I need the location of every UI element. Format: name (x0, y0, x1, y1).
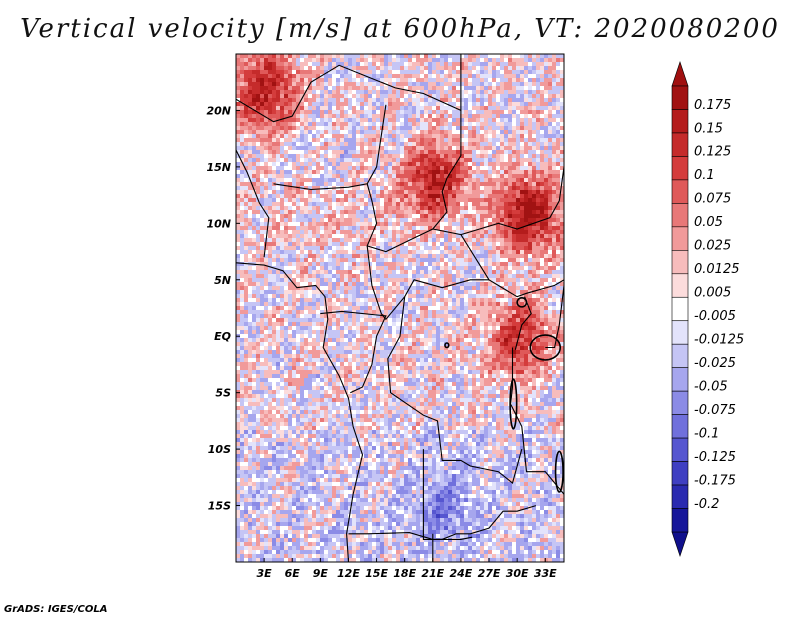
x-tick-label: 6E (285, 567, 301, 580)
x-tick-label: 33E (534, 567, 557, 580)
x-tick-label: 3E (257, 567, 273, 580)
y-tick-label: EQ (214, 330, 231, 343)
colorbar-swatch (671, 156, 689, 181)
colorbar-swatch (671, 437, 689, 462)
colorbar-label: -0.005 (694, 309, 736, 324)
colorbar-swatch (671, 484, 689, 509)
colorbar-label: 0.025 (694, 239, 731, 254)
y-tick-label: 5N (214, 274, 231, 287)
colorbar-label: 0.1 (694, 168, 715, 183)
x-axis: 3E 6E 9E 12E 15E 18E 21E 24E 27E 30E 33E (257, 558, 557, 580)
colorbar-swatch (671, 390, 689, 415)
colorbar-swatch (671, 85, 689, 110)
colorbar-swatch (671, 250, 689, 275)
colorbar-swatch (671, 132, 689, 157)
colorbar-swatch (671, 414, 689, 439)
colorbar-swatch (671, 179, 689, 204)
colorbar-swatch (671, 367, 689, 392)
y-tick-label: 10N (206, 217, 231, 230)
colorbar-label: 0.075 (694, 192, 731, 207)
colorbar-swatch (671, 461, 689, 486)
colorbar-label: -0.1 (694, 426, 719, 441)
colorbar-label: 0.005 (694, 286, 731, 301)
colorbar-label: -0.0125 (694, 333, 744, 348)
colorbar-swatch (671, 109, 689, 134)
colorbar-label: 0.15 (694, 121, 723, 136)
colorbar-label: -0.025 (694, 356, 736, 371)
x-tick-label: 24E (450, 567, 473, 580)
colorbar-label: 0.05 (694, 215, 723, 230)
x-tick-label: 9E (313, 567, 329, 580)
chart-title: Vertical velocity [m/s] at 600hPa, VT: 2… (20, 14, 780, 44)
x-tick-label: 18E (393, 567, 416, 580)
x-tick-label: 27E (478, 567, 501, 580)
colorbar-top-arrow (671, 61, 689, 87)
colorbar-swatch (671, 343, 689, 368)
velocity-field (236, 54, 564, 562)
colorbar-bottom-arrow (671, 531, 689, 557)
y-tick-label: 5S (215, 387, 231, 400)
colorbar-label: 0.125 (694, 145, 731, 160)
y-tick-label: 15N (206, 161, 231, 174)
colorbar-swatch (671, 273, 689, 298)
map-frame (235, 53, 565, 563)
country-borders (236, 54, 564, 562)
x-tick-label: 12E (337, 567, 360, 580)
colorbar: 0.175 0.15 0.125 0.1 0.075 0.05 0.025 0.0125 0.0… (671, 61, 744, 557)
colorbar-label: -0.175 (694, 473, 736, 488)
y-axis: 20N 15N 10N 5N EQ 5S 10S 15S (206, 104, 240, 513)
x-tick-label: 21E (421, 567, 444, 580)
colorbar-label: -0.2 (694, 497, 719, 512)
x-tick-label: 30E (506, 567, 529, 580)
colorbar-label: 0.0125 (694, 262, 740, 277)
colorbar-swatch (671, 320, 689, 345)
colorbar-swatch (671, 508, 689, 533)
colorbar-swatch (671, 226, 689, 251)
colorbar-swatch (671, 203, 689, 228)
colorbar-label: -0.05 (694, 379, 728, 394)
y-tick-label: 15S (208, 500, 231, 513)
colorbar-label: -0.075 (694, 403, 736, 418)
colorbar-swatch (671, 296, 689, 322)
colorbar-label: 0.175 (694, 98, 731, 113)
y-tick-label: 10S (208, 443, 231, 456)
x-tick-label: 15E (365, 567, 388, 580)
y-tick-label: 20N (206, 104, 231, 117)
colorbar-label: -0.125 (694, 450, 736, 465)
credit-label: GrADS: IGES/COLA (4, 604, 108, 615)
